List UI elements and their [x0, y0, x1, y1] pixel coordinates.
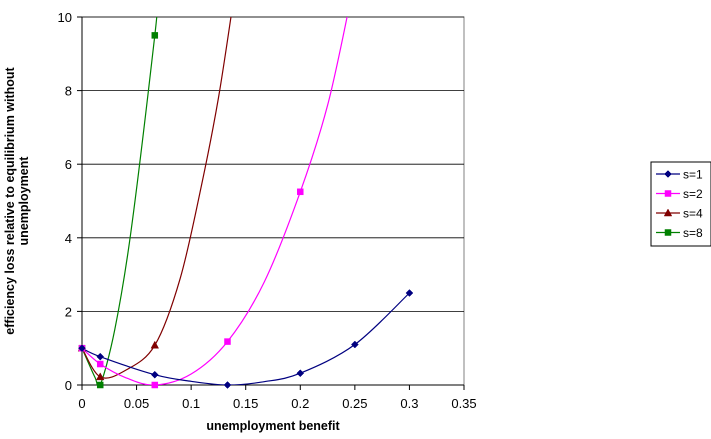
data-point-series-2	[224, 338, 231, 345]
x-tick-label: 0	[78, 396, 85, 411]
series-line-4	[82, 17, 158, 385]
data-point-series-1	[78, 344, 86, 353]
y-tick-label: 8	[65, 84, 72, 99]
legend-label: s=8	[683, 226, 703, 240]
data-point-series-2	[297, 188, 304, 196]
series-line-3	[82, 17, 232, 379]
legend-swatch-marker	[664, 229, 672, 236]
data-point-series-1	[223, 381, 232, 389]
x-tick-label: 0.1	[182, 396, 200, 411]
y-tick-label: 6	[65, 157, 72, 172]
x-tick-label: 0.2	[291, 396, 309, 411]
data-point-series-2	[96, 360, 104, 368]
y-tick-label: 10	[58, 10, 72, 25]
y-tick-label: 4	[65, 231, 72, 246]
data-point-series-1	[405, 289, 414, 297]
x-tick-label: 0.05	[124, 396, 149, 411]
data-point-series-4	[96, 381, 104, 389]
data-point-series-1	[96, 352, 105, 361]
series-line-1	[82, 292, 410, 385]
x-axis-title: unemployment benefit	[206, 419, 340, 433]
legend: s=1 s=2 s=4 s=8	[650, 161, 711, 247]
y-tick-label: 2	[65, 304, 72, 319]
data-point-series-1	[296, 369, 305, 378]
legend-swatch-marker	[663, 208, 673, 217]
data-point-series-1	[150, 370, 159, 379]
markers-layer	[77, 32, 414, 389]
data-point-series-3	[150, 340, 160, 349]
y-axis-title-line2: unemployment	[17, 156, 31, 246]
data-point-series-4	[151, 32, 159, 39]
x-tick-label: 0.25	[342, 396, 367, 411]
legend-label: s=1	[683, 168, 703, 182]
legend-swatch-marker	[664, 170, 672, 178]
data-point-series-1	[351, 340, 359, 349]
legend-label: s=2	[683, 187, 703, 201]
data-point-series-2	[151, 381, 159, 389]
y-tick-label: 0	[65, 378, 72, 393]
y-axis-title-line1: efficiency loss relative to equilibrium …	[3, 66, 17, 334]
x-tick-label: 0.35	[451, 396, 476, 411]
x-tick-label: 0.15	[233, 396, 258, 411]
plot-area	[81, 16, 465, 386]
tick-labels: 0 2 4 6 8 10 0 0.05 0.1 0.15 0.2 0.25 0.3 0.35	[58, 10, 477, 411]
x-tick-label: 0.3	[400, 396, 418, 411]
legend-swatch-marker	[664, 190, 672, 197]
legend-label: s=4	[683, 207, 703, 221]
gridlines	[82, 16, 464, 312]
data-point-series-3	[96, 372, 105, 381]
axes	[77, 16, 465, 390]
